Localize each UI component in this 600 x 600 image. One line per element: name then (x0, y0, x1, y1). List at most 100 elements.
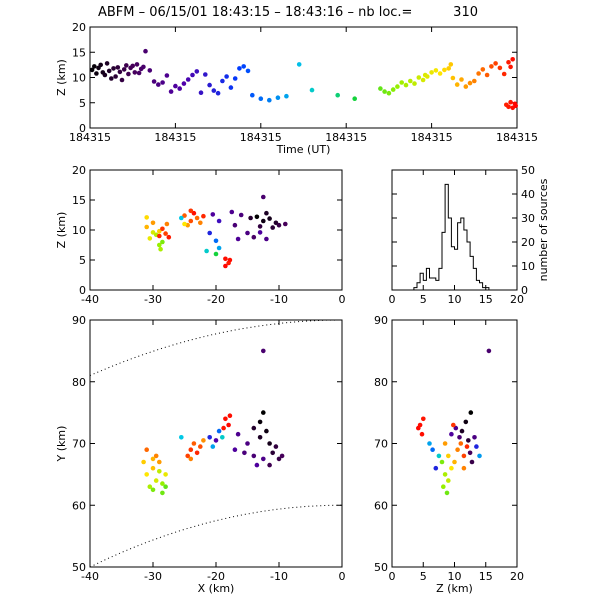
x-tick-label: 5 (420, 293, 427, 306)
source-point (508, 64, 513, 70)
source-point (89, 67, 95, 73)
source-point (275, 95, 281, 100)
source-point (156, 82, 161, 87)
source-point (242, 450, 247, 456)
source-point (235, 431, 241, 437)
source-point (335, 92, 341, 98)
y-axis-label: Z (km) (55, 212, 68, 249)
source-point (157, 228, 162, 234)
source-point (270, 225, 276, 230)
y-tick-label: 20 (72, 164, 86, 177)
source-point (250, 92, 255, 98)
source-point (228, 85, 234, 90)
source-point (273, 444, 279, 449)
source-point (215, 90, 221, 96)
y-tick-label: 40 (521, 188, 535, 201)
source-point (474, 444, 479, 449)
source-point (457, 435, 462, 440)
x-tick-label: -10 (270, 570, 288, 583)
source-point (458, 441, 464, 446)
source-point (136, 70, 142, 76)
source-point (124, 63, 129, 68)
source-point (163, 484, 168, 490)
source-point (513, 103, 518, 109)
source-point (459, 77, 464, 82)
source-point (466, 438, 471, 443)
source-point (226, 422, 231, 428)
source-point (238, 212, 244, 218)
source-point (446, 66, 452, 71)
source-point (264, 428, 269, 434)
source-point (220, 435, 225, 440)
source-point (130, 63, 135, 69)
source-point (468, 410, 474, 415)
source-point (264, 210, 269, 216)
source-point (164, 221, 170, 227)
source-point (204, 248, 209, 254)
x-tick-label: -40 (81, 570, 99, 583)
source-point (232, 222, 238, 228)
source-point (191, 441, 197, 446)
source-point (144, 215, 149, 220)
source-point (449, 465, 454, 471)
source-point (216, 428, 222, 434)
source-point (459, 428, 465, 434)
source-point (216, 245, 222, 251)
source-point (425, 74, 430, 79)
source-point (497, 65, 503, 71)
source-point (201, 213, 206, 219)
y-tick-label: 50 (374, 561, 388, 574)
x-tick-label: -30 (144, 570, 162, 583)
source-point (476, 71, 481, 76)
source-point (102, 72, 108, 78)
x-tick-label: 15 (479, 570, 493, 583)
source-point (111, 66, 116, 71)
source-point (207, 435, 212, 440)
plot-layer: 184315 184315 184315 184315 184315 1843150510… (55, 21, 550, 595)
source-point (117, 69, 123, 75)
source-point (98, 62, 103, 68)
source-point (419, 431, 425, 437)
source-point (150, 230, 156, 235)
source-point (245, 230, 250, 236)
source-point (150, 487, 156, 493)
source-point (245, 441, 250, 446)
source-point (386, 90, 392, 96)
source-point (270, 450, 276, 456)
x-tick-label: 184315 (69, 131, 111, 144)
y-tick-label: 5 (79, 254, 86, 267)
x-tick-label: 184315 (325, 131, 367, 144)
source-point (229, 209, 235, 215)
source-point (472, 78, 477, 84)
x-tick-label: 20 (510, 570, 524, 583)
source-point (352, 96, 358, 101)
source-point (194, 69, 200, 74)
y-tick-label: 50 (521, 164, 535, 177)
source-point (510, 57, 515, 62)
source-point (211, 88, 217, 93)
source-point (106, 68, 112, 74)
source-point (251, 453, 257, 459)
source-point (157, 459, 162, 465)
source-point (173, 83, 178, 89)
source-point (442, 472, 448, 477)
source-point (276, 456, 282, 462)
figure-title: ABFM – 06/15/01 18:43:15 – 18:43:16 – nb… (98, 5, 412, 20)
source-point (224, 74, 229, 79)
source-point (166, 234, 172, 240)
source-point (126, 71, 131, 77)
source-point (182, 213, 187, 218)
y-tick-label: 80 (72, 376, 86, 389)
x-tick-label: 184315 (496, 131, 538, 144)
source-point (461, 453, 467, 459)
y-tick-label: 0 (521, 284, 528, 297)
source-point (147, 68, 153, 73)
source-point (284, 93, 289, 99)
source-point (257, 230, 263, 235)
source-point (477, 453, 482, 459)
source-point (223, 256, 228, 262)
source-point (207, 82, 212, 88)
source-point (163, 231, 168, 236)
